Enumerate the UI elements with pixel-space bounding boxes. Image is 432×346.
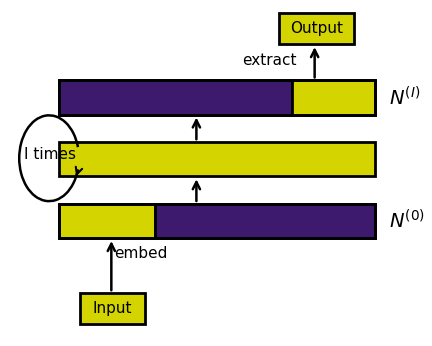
Text: $N^{(I)}$: $N^{(I)}$ (389, 86, 421, 109)
Text: Input: Input (92, 301, 132, 316)
Bar (60, 204, 375, 238)
Text: embed: embed (114, 246, 167, 261)
Text: extract: extract (242, 53, 296, 68)
Bar (155, 204, 375, 238)
Bar (60, 204, 155, 238)
Bar (292, 80, 375, 115)
Bar (80, 293, 145, 324)
Text: I times: I times (24, 147, 76, 162)
Bar (60, 80, 292, 115)
Text: Output: Output (290, 21, 343, 36)
Bar (60, 142, 375, 176)
Text: $N^{(0)}$: $N^{(0)}$ (389, 209, 426, 233)
Bar (280, 13, 354, 44)
Bar (60, 80, 375, 115)
